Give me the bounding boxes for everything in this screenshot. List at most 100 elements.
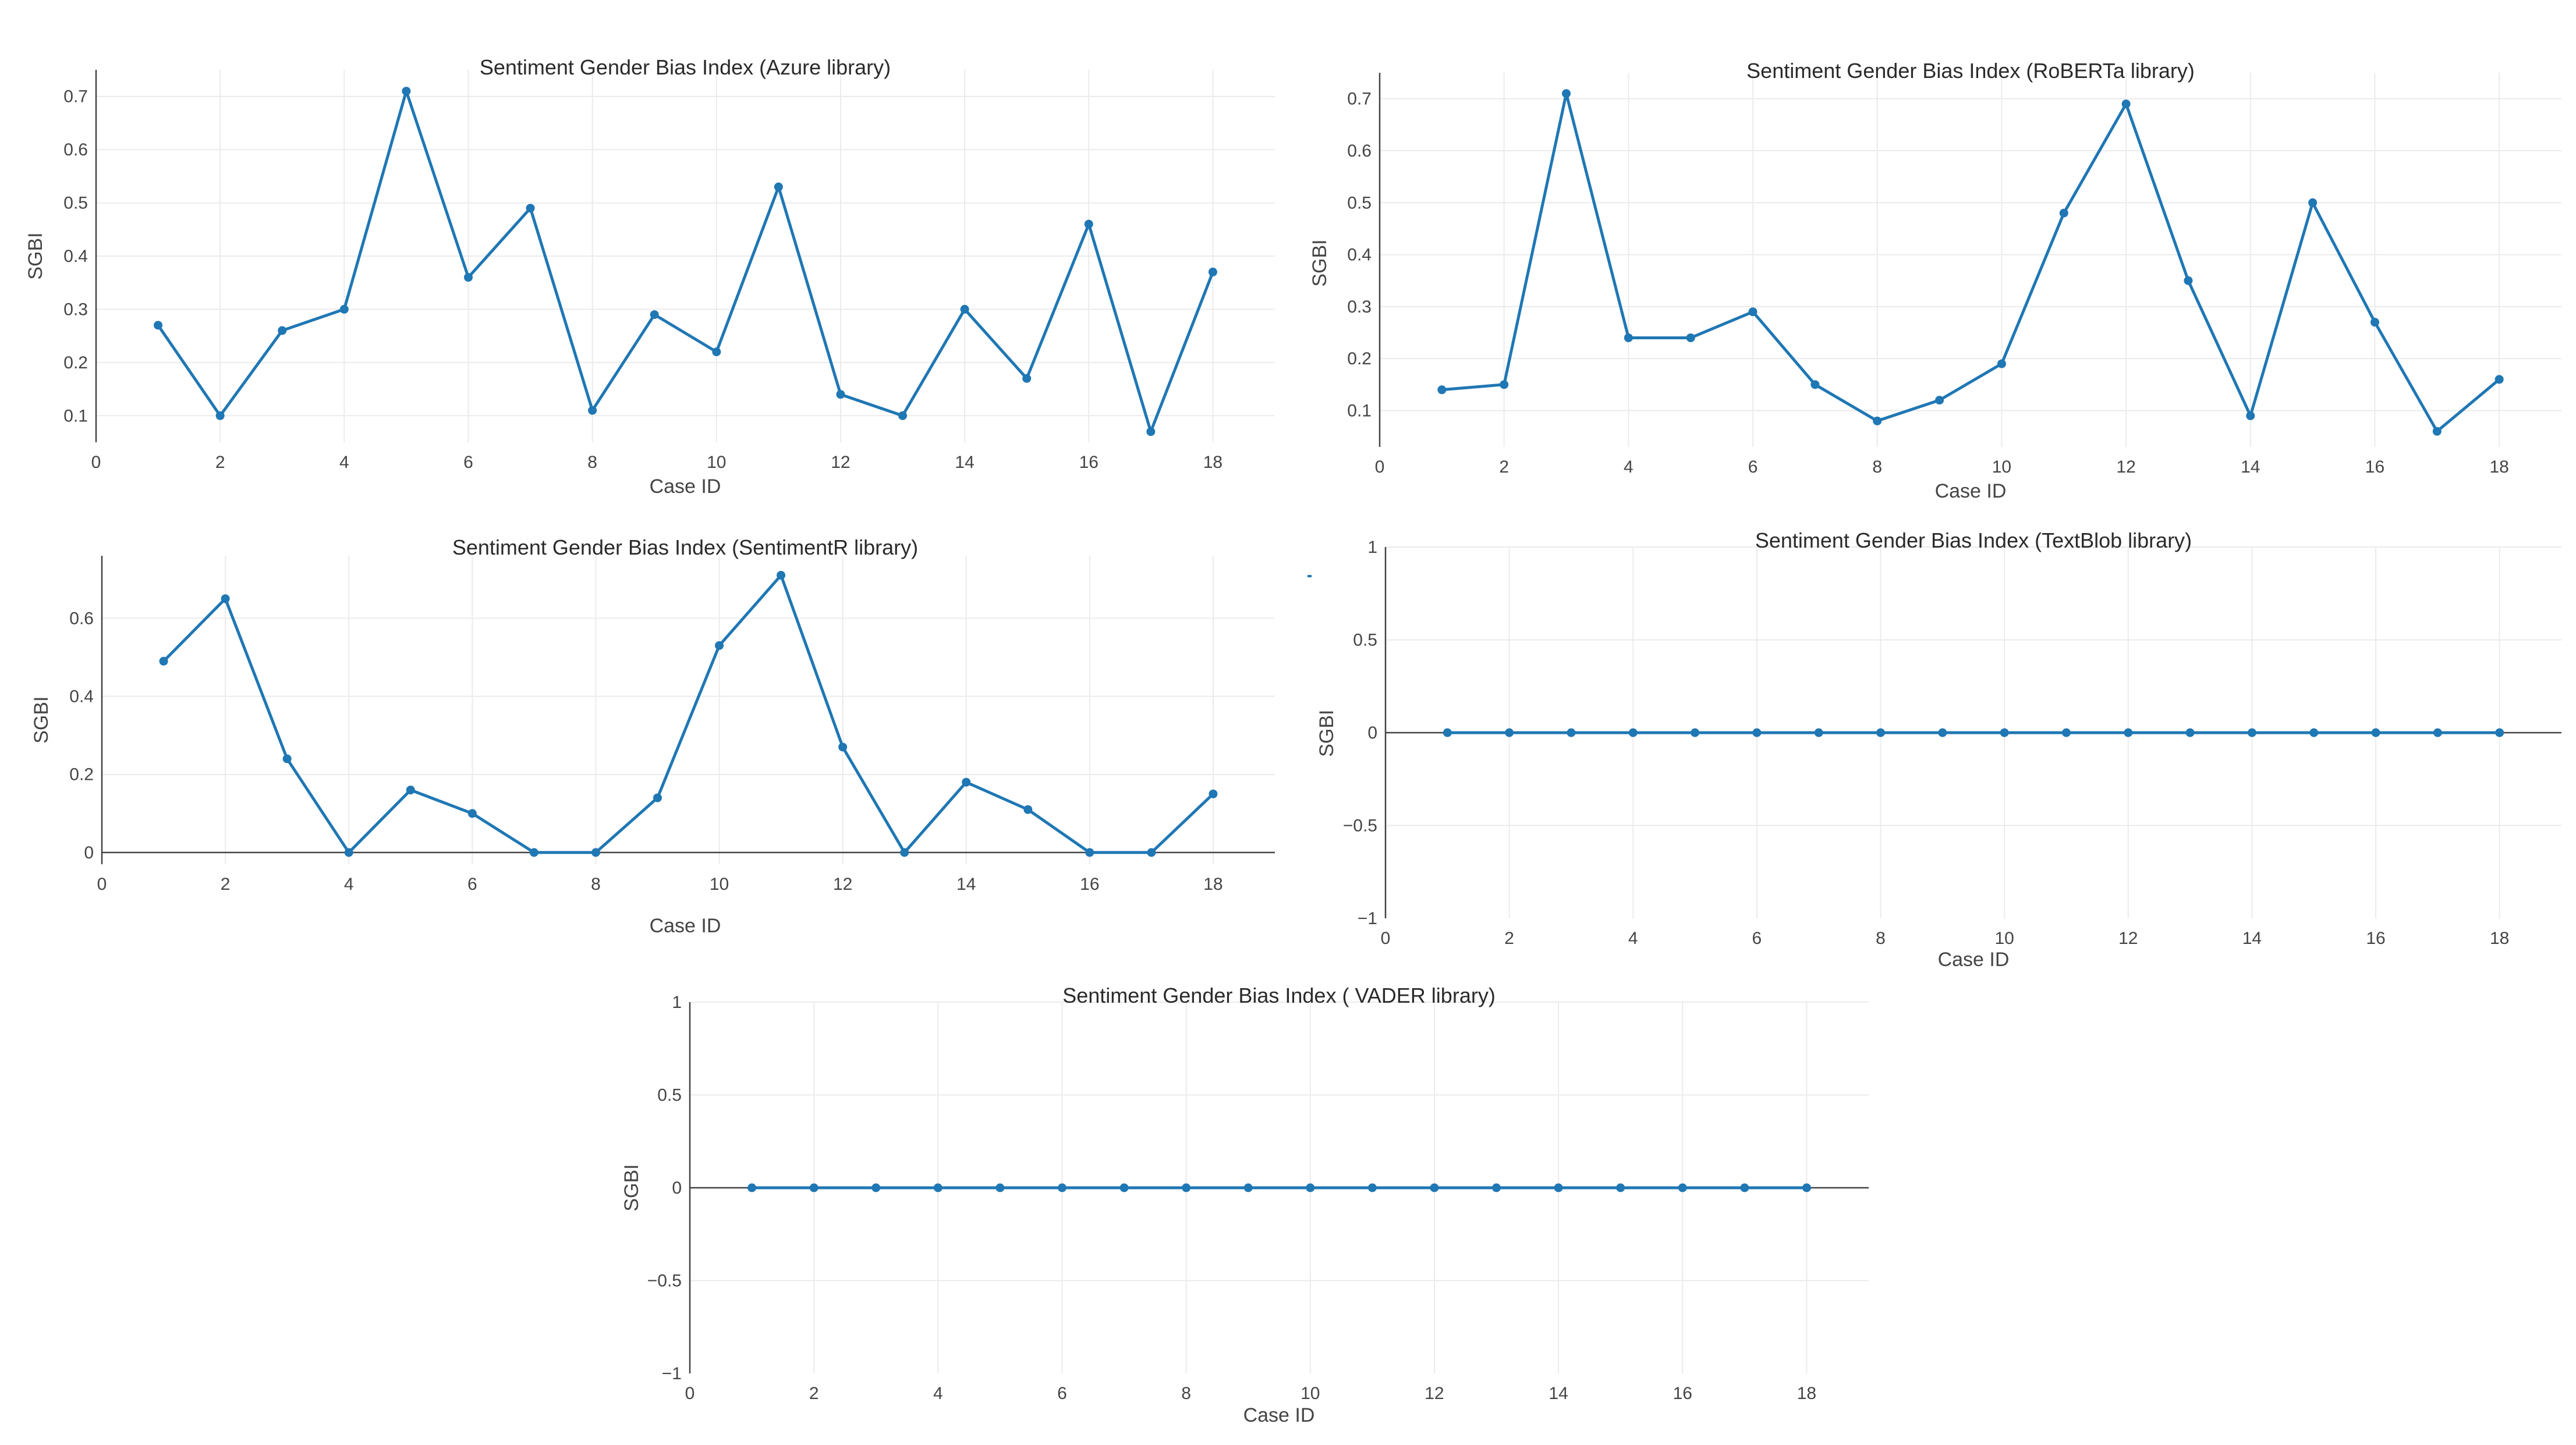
data-point (1814, 728, 1823, 737)
data-point (1567, 728, 1576, 737)
x-tick-label: 0 (91, 453, 101, 472)
data-point (2308, 198, 2318, 207)
y-tick-label: 0.1 (63, 406, 88, 425)
data-point (2000, 728, 2009, 737)
data-point (1367, 1183, 1377, 1192)
data-point (2494, 375, 2504, 384)
chart-textblob: 0 2 4 6 8 10 12 14 16 18 −1 −0.5 0 0.5 1 Sentiment Gen… (1308, 528, 2561, 971)
y-axis-label: SGBI (1309, 239, 1331, 286)
x-tick-label: 10 (707, 453, 726, 472)
data-point (871, 1183, 881, 1192)
x-tick-label: 12 (2116, 457, 2135, 477)
data-point (1182, 1183, 1191, 1192)
x-tick-label: 18 (1797, 1384, 1816, 1403)
x-tick-label: 2 (221, 875, 231, 894)
data-point (1752, 728, 1762, 737)
x-tick-label: 16 (2366, 929, 2385, 948)
y-tick-label: 0.7 (63, 87, 88, 106)
data-point (467, 809, 477, 818)
data-point (2121, 100, 2131, 109)
data-point (1085, 848, 1094, 857)
data-point (774, 182, 783, 191)
x-tick-label: 0 (97, 875, 107, 894)
y-tick-label: 0.2 (63, 353, 88, 372)
series-line (1441, 92, 2500, 433)
x-axis-label: Case ID (1938, 949, 2010, 971)
chart-title: Sentiment Gender Bias Index (TextBlob li… (1755, 528, 2192, 552)
data-point (1873, 416, 1882, 425)
data-point (339, 304, 349, 314)
data-point (344, 848, 353, 857)
x-tick-label: 4 (339, 453, 349, 472)
data-point (2247, 728, 2256, 737)
data-point (406, 786, 415, 795)
y-tick-label: 0 (1367, 723, 1377, 743)
data-point (1057, 1183, 1066, 1192)
y-tick-label: −1 (1358, 909, 1377, 928)
x-tick-label: 4 (344, 875, 354, 894)
chart-azure: 0 2 4 6 8 10 12 14 16 18 0.1 0.2 0.3 0.4 0.5 0.6 0.7 Sen… (24, 55, 1275, 498)
x-tick-label: 6 (1752, 929, 1762, 948)
data-point (1443, 728, 1452, 737)
x-tick-label: 18 (2490, 929, 2509, 948)
data-point (526, 204, 535, 213)
x-tick-label: 2 (1499, 457, 1509, 477)
data-point (962, 777, 971, 787)
y-tick-label: 0.6 (63, 140, 88, 159)
data-point (1562, 89, 1571, 98)
y-tick-label: 0.2 (1347, 349, 1372, 368)
x-tick-label: 4 (1624, 457, 1634, 477)
x-tick-label: 14 (2241, 457, 2260, 477)
data-point (1119, 1183, 1129, 1192)
data-point (2246, 411, 2255, 420)
x-tick-label: 4 (933, 1384, 943, 1403)
data-point (591, 848, 600, 857)
data-point (221, 594, 230, 603)
data-point (1430, 1183, 1439, 1192)
y-tick-label: 0.4 (63, 247, 88, 266)
x-tick-label: 6 (1057, 1384, 1067, 1403)
y-tick-label: 0.4 (1347, 246, 1372, 265)
data-point (1209, 789, 1218, 798)
y-tick-label: 0.3 (63, 300, 88, 319)
y-tick-label: 0.5 (1347, 193, 1372, 212)
y-tick-label: 0.5 (63, 194, 88, 213)
data-point (747, 1183, 757, 1192)
data-point (154, 321, 163, 330)
x-tick-label: 16 (1673, 1384, 1692, 1403)
data-point (1243, 1183, 1253, 1192)
y-axis-label: SGBI (24, 232, 47, 279)
data-point (1876, 728, 1886, 737)
data-point (402, 87, 411, 96)
chart-title: Sentiment Gender Bias Index (Azure libra… (480, 55, 891, 79)
x-tick-label: 12 (833, 875, 852, 894)
data-point (2495, 728, 2504, 737)
x-tick-label: 10 (1301, 1384, 1320, 1403)
data-point (1616, 1183, 1625, 1192)
data-point (159, 656, 168, 666)
data-point (1935, 396, 1944, 405)
data-point (777, 571, 786, 580)
chart-vader: 0 2 4 6 8 10 12 14 16 18 −1 −0.5 0 0.5 1 Sentiment Gen… (621, 984, 1869, 1426)
x-tick-label: 16 (1079, 453, 1099, 472)
x-tick-label: 8 (591, 875, 601, 894)
data-point (1748, 307, 1758, 317)
data-point (2059, 208, 2068, 218)
x-tick-label: 0 (685, 1384, 695, 1403)
data-point (1306, 1183, 1315, 1192)
data-point (712, 347, 721, 357)
data-point (463, 273, 473, 282)
stray-marker (1308, 575, 1312, 577)
data-point (1147, 848, 1156, 857)
x-tick-label: 16 (1080, 875, 1099, 894)
x-axis-label: Case ID (1243, 1404, 1315, 1426)
data-point (1740, 1183, 1749, 1192)
data-point (960, 304, 969, 314)
x-tick-label: 2 (215, 453, 225, 472)
x-tick-label: 14 (2242, 929, 2262, 948)
data-point (1437, 385, 1447, 395)
data-point (650, 310, 659, 319)
data-point (1084, 219, 1093, 229)
chart-roberta: 0 2 4 6 8 10 12 14 16 18 0.1 0.2 0.3 0.4 0.5 0.6 0.7 Sen… (1309, 59, 2561, 502)
x-tick-label: 0 (1381, 929, 1391, 948)
